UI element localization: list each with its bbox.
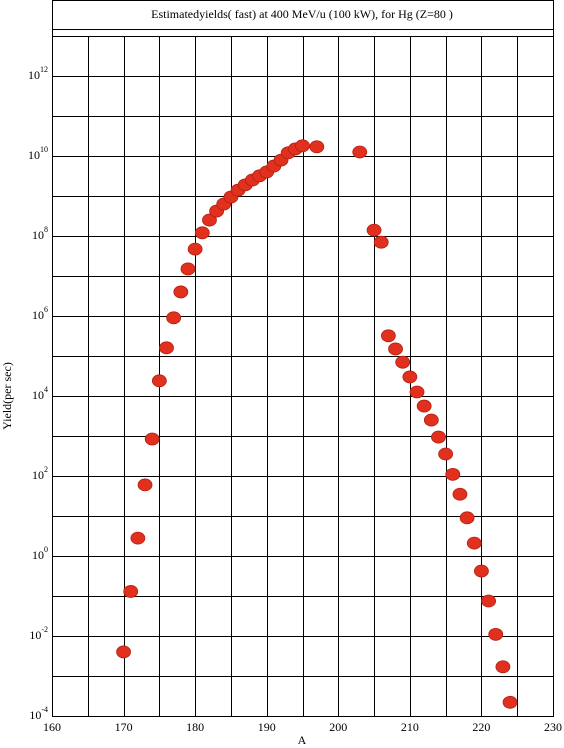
x-tick-label: 170 bbox=[115, 720, 133, 734]
point bbox=[459, 511, 475, 525]
y-tick-label: 10-2 bbox=[29, 625, 48, 642]
y-axis-label: Yield(per sec) bbox=[0, 362, 14, 430]
point bbox=[402, 370, 418, 384]
point bbox=[488, 627, 504, 641]
y-tick-exponent: -2 bbox=[41, 625, 48, 634]
point bbox=[194, 226, 210, 240]
x-tick-label: 190 bbox=[258, 720, 276, 734]
point bbox=[166, 311, 182, 325]
point bbox=[151, 374, 167, 388]
point bbox=[352, 145, 368, 159]
point bbox=[395, 355, 411, 369]
point bbox=[202, 213, 217, 227]
y-tick-label: 1010 bbox=[28, 145, 48, 162]
y-tick-base: 10 bbox=[32, 468, 44, 482]
y-tick-base: 10 bbox=[32, 388, 44, 402]
point bbox=[130, 531, 146, 545]
point bbox=[137, 478, 153, 492]
y-tick-label: 104 bbox=[32, 385, 48, 402]
point bbox=[380, 329, 396, 343]
x-tick-label: 220 bbox=[472, 720, 490, 734]
y-tick-label: 102 bbox=[32, 465, 48, 482]
point bbox=[452, 487, 468, 501]
y-tick-label: 100 bbox=[32, 545, 48, 562]
y-tick-base: 10 bbox=[29, 628, 41, 642]
y-tick-exponent: 0 bbox=[44, 545, 48, 554]
point bbox=[116, 645, 131, 659]
x-tick-label: 160 bbox=[43, 720, 61, 734]
point bbox=[309, 140, 325, 154]
y-tick-base: 10 bbox=[29, 708, 41, 722]
y-tick-label: 108 bbox=[32, 225, 48, 242]
point bbox=[423, 413, 439, 427]
point bbox=[466, 536, 482, 550]
x-axis-label: A bbox=[298, 733, 307, 747]
point bbox=[502, 695, 518, 709]
x-tick-label: 200 bbox=[329, 720, 347, 734]
point bbox=[409, 385, 425, 399]
y-tick-exponent: 6 bbox=[44, 305, 48, 314]
y-tick-base: 10 bbox=[28, 148, 40, 162]
y-tick-exponent: -4 bbox=[41, 705, 48, 714]
point bbox=[123, 585, 139, 598]
point bbox=[144, 432, 160, 446]
point bbox=[187, 242, 203, 256]
point bbox=[173, 285, 189, 299]
x-tick-label: 180 bbox=[186, 720, 204, 734]
point bbox=[388, 342, 403, 356]
x-tick-label: 210 bbox=[401, 720, 419, 734]
y-tick-base: 10 bbox=[28, 68, 40, 82]
point bbox=[445, 467, 461, 481]
y-tick-base: 10 bbox=[32, 548, 44, 562]
y-tick-exponent: 8 bbox=[44, 225, 48, 234]
y-tick-base: 10 bbox=[32, 228, 44, 242]
point bbox=[295, 139, 310, 153]
point bbox=[180, 262, 196, 276]
point bbox=[159, 341, 174, 355]
chart-title: Estimatedyields( fast) at 400 MeV/u (100… bbox=[151, 7, 453, 21]
y-tick-exponent: 12 bbox=[40, 65, 48, 74]
point bbox=[438, 447, 454, 461]
y-tick-label: 10-4 bbox=[29, 705, 48, 722]
point bbox=[474, 564, 489, 578]
y-tick-exponent: 4 bbox=[44, 385, 48, 394]
y-tick-exponent: 2 bbox=[44, 465, 48, 474]
y-tick-label: 106 bbox=[32, 305, 48, 322]
point bbox=[481, 594, 496, 608]
y-tick-label: 1012 bbox=[28, 65, 48, 82]
y-tick-base: 10 bbox=[32, 308, 44, 322]
point bbox=[416, 399, 432, 413]
point bbox=[366, 223, 382, 237]
point bbox=[495, 660, 511, 674]
point bbox=[431, 430, 446, 444]
x-tick-label: 230 bbox=[544, 720, 562, 734]
point bbox=[373, 235, 389, 249]
y-tick-exponent: 10 bbox=[40, 145, 48, 154]
